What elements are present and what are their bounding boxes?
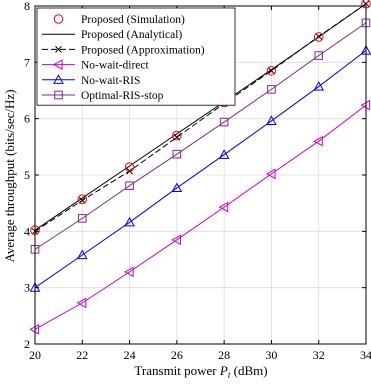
data-point-no-wait-ris <box>218 149 230 159</box>
data-point-no-wait-direct <box>171 234 181 246</box>
legend-entry-no-wait-ris: No-wait-RIS <box>42 74 140 87</box>
x-tick-label: 22 <box>76 348 88 362</box>
x-tick-label: 24 <box>124 348 136 362</box>
data-point-proposed-approximation <box>315 33 323 40</box>
y-tick-label: 5 <box>24 168 30 182</box>
series-no-wait-direct <box>29 99 371 335</box>
data-point-no-wait-ris <box>171 182 183 193</box>
series-line-no-wait-ris <box>34 50 367 289</box>
legend-label-optimal-ris-stop: Optimal-RIS-stop <box>81 90 164 102</box>
x-tick-label: 28 <box>218 348 230 362</box>
data-point-proposed-simulation <box>172 130 182 141</box>
data-point-no-wait-direct <box>218 201 229 213</box>
data-point-proposed-simulation <box>77 194 88 205</box>
legend-entry-proposed-simulation: Proposed (Simulation) <box>53 14 185 26</box>
x-axis-label: Transmit power Pt (dBm) <box>134 363 267 380</box>
legend-marker-optimal-ris-stop <box>54 90 63 100</box>
x-tick-label: 26 <box>171 348 183 362</box>
x-axis-label-prefix: Transmit power <box>134 363 219 378</box>
legend-marker-proposed-simulation <box>53 14 64 24</box>
data-point-proposed-simulation <box>124 162 135 172</box>
data-point-optimal-ris-stop <box>219 117 229 127</box>
data-point-proposed-approximation <box>268 67 275 75</box>
series-line-proposed-approximation <box>34 3 367 232</box>
x-tick-label: 34 <box>360 348 371 362</box>
data-point-no-wait-ris <box>124 216 135 227</box>
series-group <box>29 0 371 335</box>
data-point-optimal-ris-stop <box>172 149 182 159</box>
data-point-no-wait-direct <box>313 135 323 147</box>
legend-label-proposed-analytical: Proposed (Analytical) <box>81 29 182 41</box>
y-tick-label: 7 <box>24 55 30 69</box>
legend-label-proposed-simulation: Proposed (Simulation) <box>81 14 185 26</box>
series-line-no-wait-direct <box>34 104 367 330</box>
series-optimal-ris-stop <box>30 18 371 254</box>
legend-entry-proposed-analytical: Proposed (Analytical) <box>42 29 182 41</box>
data-point-optimal-ris-stop <box>267 85 276 94</box>
x-tick-label: 30 <box>265 348 277 362</box>
y-tick-label: 4 <box>24 224 30 238</box>
legend-box <box>36 7 236 106</box>
legend: Proposed (Simulation) Proposed (Analytica… <box>36 7 236 106</box>
x-axis-label-subscript: t <box>228 370 231 380</box>
x-axis-label-symbol: P <box>219 363 228 378</box>
legend-label-no-wait-direct: No-wait-direct <box>81 60 149 72</box>
x-tick-label: 32 <box>313 348 325 362</box>
data-point-no-wait-direct <box>265 168 276 180</box>
y-tick-label: 2 <box>24 337 30 351</box>
data-point-no-wait-ris <box>266 115 277 126</box>
data-point-no-wait-direct <box>124 266 134 278</box>
y-tick-label: 6 <box>24 112 30 126</box>
data-point-no-wait-ris <box>76 249 88 260</box>
data-point-optimal-ris-stop <box>77 214 87 223</box>
y-tick-label: 8 <box>24 0 30 13</box>
series-line-optimal-ris-stop <box>34 22 367 250</box>
legend-marker-no-wait-direct <box>52 59 63 70</box>
data-point-proposed-simulation <box>313 32 324 42</box>
legend-label-proposed-approximation: Proposed (Approximation) <box>81 44 205 56</box>
legend-entry-optimal-ris-stop: Optimal-RIS-stop <box>42 90 164 102</box>
legend-entry-no-wait-direct: No-wait-direct <box>42 59 149 72</box>
x-axis-label-suffix: (dBm) <box>230 363 267 378</box>
data-point-optimal-ris-stop <box>314 51 324 60</box>
legend-label-no-wait-ris: No-wait-RIS <box>81 75 140 87</box>
series-no-wait-ris <box>29 44 371 292</box>
y-tick-label: 3 <box>24 281 30 295</box>
y-axis-label: Average throughput (bits/sec/Hz) <box>2 89 17 262</box>
legend-entry-proposed-approximation: Proposed (Approximation) <box>42 44 205 56</box>
data-point-optimal-ris-stop <box>125 181 134 191</box>
data-point-no-wait-ris <box>313 81 325 91</box>
data-point-no-wait-direct <box>76 297 87 309</box>
data-point-proposed-simulation <box>266 65 277 76</box>
legend-marker-no-wait-ris <box>53 74 64 84</box>
data-point-proposed-approximation <box>78 196 86 204</box>
x-tick-label: 20 <box>29 348 41 362</box>
legend-marker-proposed-approximation <box>55 46 62 53</box>
